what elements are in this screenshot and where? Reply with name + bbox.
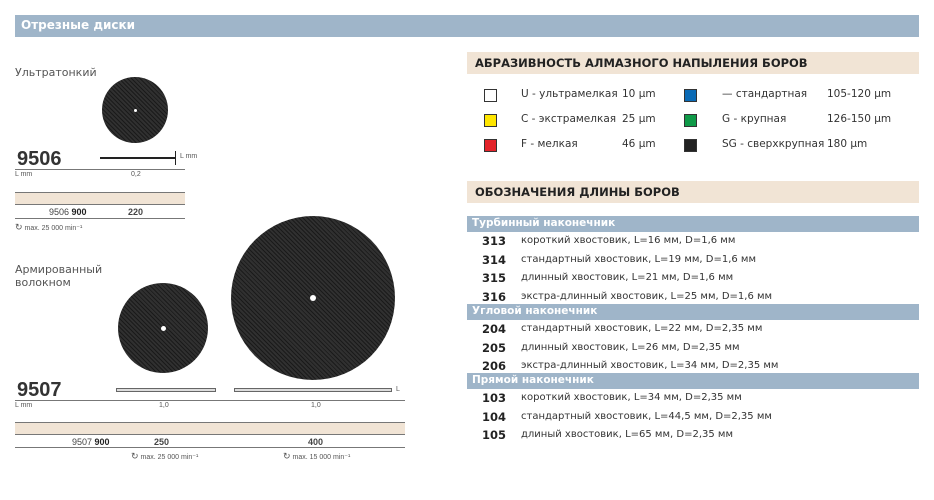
abrasive-header: АБРАЗИВНОСТЬ АЛМАЗНОГО НАПЫЛЕНИЯ БОРОВ [467,52,919,74]
grit-value: 126-150 µm [827,113,892,125]
speed-9506: ↻ max. 25 000 min⁻¹ [15,222,83,232]
product-code-9507: 9507 [17,379,62,401]
size-9506: 220 [128,207,144,217]
lengths-header: ОБОЗНАЧЕНИЯ ДЛИНЫ БОРОВ [467,181,919,203]
bur-code: 314 [482,252,507,267]
bur-code: 103 [482,391,507,405]
grit-color-swatch [684,89,697,102]
ultrathin-label: Ультратонкий [15,66,97,79]
thickness-diagram-250 [116,388,216,392]
size-250: 250 [154,437,170,447]
section-bar: Прямой наконечник [467,373,919,389]
grit-value: 25 µm [622,113,656,125]
table-band [15,192,185,205]
order-number-9507: 9507 900 [72,437,110,447]
bur-description: длинный хвостовик, L=21 мм, D=1,6 мм [521,272,734,283]
rotation-icon: ↻ [15,222,23,232]
bur-description: короткий хвостовик, L=16 мм, D=1,6 мм [521,235,736,246]
grit-color-swatch [684,139,697,152]
grit-label: SG - сверхкрупная [722,138,825,150]
dimension-mark [175,151,176,165]
order-number-9506: 9506 900 [49,207,87,217]
bur-code: 206 [482,359,507,373]
section-bar: Угловой наконечник [467,304,919,320]
bur-description: экстра-длинный хвостовик, L=34 мм, D=2,3… [521,360,779,371]
bur-code: 313 [482,234,507,248]
grit-value: 180 µm [827,138,868,150]
thickness-value-400: 1,0 [311,402,321,409]
thickness-value: 0,2 [131,171,141,178]
lmm-label: L mm [15,402,33,409]
thickness-value-250: 1,0 [159,402,169,409]
lmm-label: L mm [15,171,33,178]
bur-description: экстра-длинный хвостовик, L=25 мм, D=1,6… [521,290,773,302]
grit-color-swatch [484,114,497,127]
bur-description: длиный хвостовик, L=65 мм, D=2,35 мм [521,429,733,440]
bur-description: стандартный хвостовик, L=19 мм, D=1,6 мм [521,253,757,265]
disc-9507-250-image [118,283,208,373]
bur-code: 204 [482,322,507,336]
thickness-diagram-400 [234,388,392,392]
grit-value: 10 µm [622,88,656,100]
bur-code: 315 [482,271,507,285]
bur-code: 104 [482,409,507,424]
product-code-9506: 9506 [17,148,62,170]
bur-code: 205 [482,340,507,355]
grit-color-swatch [484,89,497,102]
reinforced-label: Армированный волокном [15,263,103,289]
rotation-icon: ↻ [283,451,291,461]
disc-9507-400-image [231,216,395,380]
grit-label: U - ультрамелкая [521,88,618,100]
section-bar: Турбинный наконечник [467,216,919,232]
bur-description: короткий хвостовик, L=34 мм, D=2,35 мм [521,392,742,403]
bur-code: 316 [482,289,507,304]
grit-color-swatch [684,114,697,127]
bur-code: 105 [482,428,507,442]
l-label: L [396,386,400,393]
grit-label: — стандартная [722,88,808,100]
grit-label: C - экстрамелкая [521,113,617,125]
bur-description: стандартный хвостовик, L=22 мм, D=2,35 м… [521,323,763,334]
thickness-diagram [100,157,176,159]
divider [15,218,185,219]
speed-250: ↻ max. 25 000 min⁻¹ [131,451,199,461]
rotation-icon: ↻ [131,451,139,461]
grit-value: 105-120 µm [827,88,892,100]
bur-description: длинный хвостовик, L=26 мм, D=2,35 мм [521,341,740,353]
speed-400: ↻ max. 15 000 min⁻¹ [283,451,351,461]
divider [15,447,405,448]
size-400: 400 [308,437,324,447]
divider [15,400,405,401]
l-mm-label: L mm [180,153,198,160]
table-band [15,422,405,435]
grit-label: G - крупная [722,113,787,125]
divider [15,169,185,170]
bur-description: стандартный хвостовик, L=44,5 мм, D=2,35… [521,410,772,422]
grit-value: 46 µm [622,138,656,150]
disc-9506-image [102,77,168,143]
grit-color-swatch [484,139,497,152]
section-title-bar: Отрезные диски [15,15,919,37]
grit-label: F - мелкая [521,138,578,150]
